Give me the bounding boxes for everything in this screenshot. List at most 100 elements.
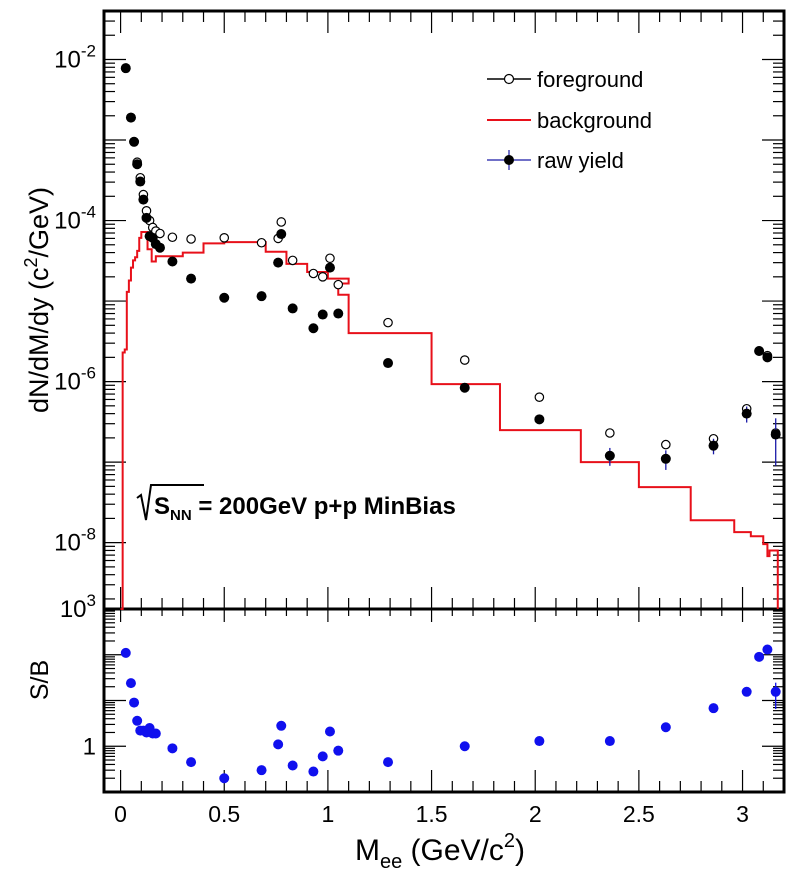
- foreground-point: [383, 317, 393, 328]
- x-tick-label: 1.5: [416, 801, 448, 827]
- x-tick-label: 2.5: [623, 801, 655, 827]
- raw-yield-point: [333, 308, 344, 319]
- raw-yield-point: [273, 257, 284, 268]
- foreground-point: [167, 232, 178, 243]
- foreground-point: [661, 439, 671, 450]
- legend-entry-raw-yield: raw yield: [487, 148, 624, 173]
- legend-entry-background: background: [487, 108, 652, 133]
- raw-yield-point: [219, 292, 230, 303]
- raw-yield-point: [754, 345, 765, 356]
- sb-point: [660, 722, 671, 733]
- background-histogram: [120, 231, 779, 610]
- raw-yield-point: [125, 112, 136, 123]
- sb-point: [324, 726, 335, 737]
- foreground-point: [317, 272, 328, 282]
- legend-label-raw-yield: raw yield: [537, 148, 624, 173]
- sb-point: [459, 741, 470, 752]
- raw-yield-point: [167, 256, 178, 267]
- raw-yield-point: [138, 194, 149, 205]
- y-tick-label-top: 10-6: [54, 364, 96, 396]
- y-tick-label-top: 10-4: [54, 203, 96, 235]
- sb-point: [150, 728, 161, 739]
- raw-yield-point: [135, 176, 146, 187]
- plot-frame: [102, 9, 786, 794]
- y-tick-label-top: 10-2: [54, 41, 96, 73]
- sb-point: [762, 644, 773, 655]
- sb-point: [273, 739, 284, 750]
- legend-label-foreground: foreground: [537, 67, 643, 92]
- raw-yield-point: [129, 136, 140, 147]
- foreground-point: [256, 237, 267, 248]
- foreground-point: [325, 253, 335, 264]
- foreground-point: [287, 255, 298, 266]
- raw-yield-point: [276, 229, 287, 240]
- y-tick-label-bottom: 1: [83, 733, 96, 760]
- sb-point: [120, 647, 131, 658]
- energy-annotation: SNN = 200GeV p+p MinBias: [136, 484, 456, 524]
- x-tick-label: 1: [322, 801, 335, 827]
- sb-point: [132, 715, 143, 726]
- sb-point: [167, 743, 178, 754]
- raw-yield-point: [604, 450, 615, 461]
- x-axis-label: Mee (GeV/c2): [355, 830, 525, 872]
- sb-point: [317, 751, 328, 762]
- raw-yield-point: [762, 352, 773, 363]
- sqrt-sign: [136, 484, 204, 521]
- raw-yield-point: [660, 453, 671, 464]
- foreground-point: [459, 355, 470, 365]
- sb-point: [383, 757, 394, 768]
- raw-yield-point: [770, 429, 781, 440]
- foreground-point: [186, 234, 196, 244]
- foreground-point: [219, 233, 230, 243]
- sb-point: [276, 720, 287, 731]
- foreground-point: [333, 279, 344, 290]
- foreground-point: [605, 428, 615, 438]
- raw-yield-point: [120, 63, 131, 74]
- sb-point: [256, 765, 267, 776]
- sb-point: [333, 745, 344, 756]
- sb-point: [708, 703, 719, 714]
- foreground-point: [308, 268, 319, 279]
- sb-point: [129, 697, 140, 708]
- raw-yield-point: [308, 323, 319, 334]
- sb-point: [287, 760, 298, 771]
- raw-yield-point: [256, 291, 267, 302]
- top-ylabel: dN/dM/dy (c2/GeV): [21, 187, 54, 413]
- x-tick-label: 2: [529, 801, 542, 827]
- raw-yield-point: [154, 242, 165, 253]
- sb-point: [741, 686, 752, 697]
- raw-yield-point: [132, 159, 143, 170]
- sb-point: [534, 736, 545, 747]
- raw-yield-point: [708, 440, 719, 451]
- foreground-point: [276, 217, 287, 227]
- sb-point: [125, 678, 136, 689]
- raw-yield-point: [324, 262, 335, 273]
- sb-point: [770, 686, 781, 697]
- sb-point: [186, 757, 197, 768]
- svg-text:SNN = 200GeV p+p MinBias: SNN = 200GeV p+p MinBias: [154, 493, 456, 524]
- raw-yield-point: [287, 303, 298, 314]
- x-tick-label: 0.5: [208, 801, 240, 827]
- sb-point: [308, 766, 319, 777]
- x-tick-label: 3: [736, 801, 749, 827]
- sb-point: [604, 736, 615, 747]
- legend: foreground background raw yield: [487, 67, 652, 173]
- raw-yield-point: [459, 382, 470, 393]
- raw-yield-point: [383, 358, 394, 369]
- foreground-point: [534, 392, 545, 403]
- y-tick-label-bottom: 103: [60, 591, 96, 623]
- sb-point: [219, 773, 230, 784]
- raw-yield-point: [534, 414, 545, 425]
- legend-entry-foreground: foreground: [487, 67, 643, 92]
- y-tick-label-top: 10-8: [54, 525, 96, 557]
- raw-yield-point: [141, 212, 152, 223]
- raw-yield-point: [186, 273, 197, 284]
- bottom-ylabel: S/B: [26, 660, 54, 700]
- sb-point: [754, 651, 765, 662]
- raw-yield-point: [317, 309, 328, 320]
- raw-yield-point: [741, 408, 752, 419]
- x-tick-label: 0: [114, 801, 127, 827]
- foreground-point: [155, 228, 165, 239]
- legend-label-background: background: [537, 108, 652, 133]
